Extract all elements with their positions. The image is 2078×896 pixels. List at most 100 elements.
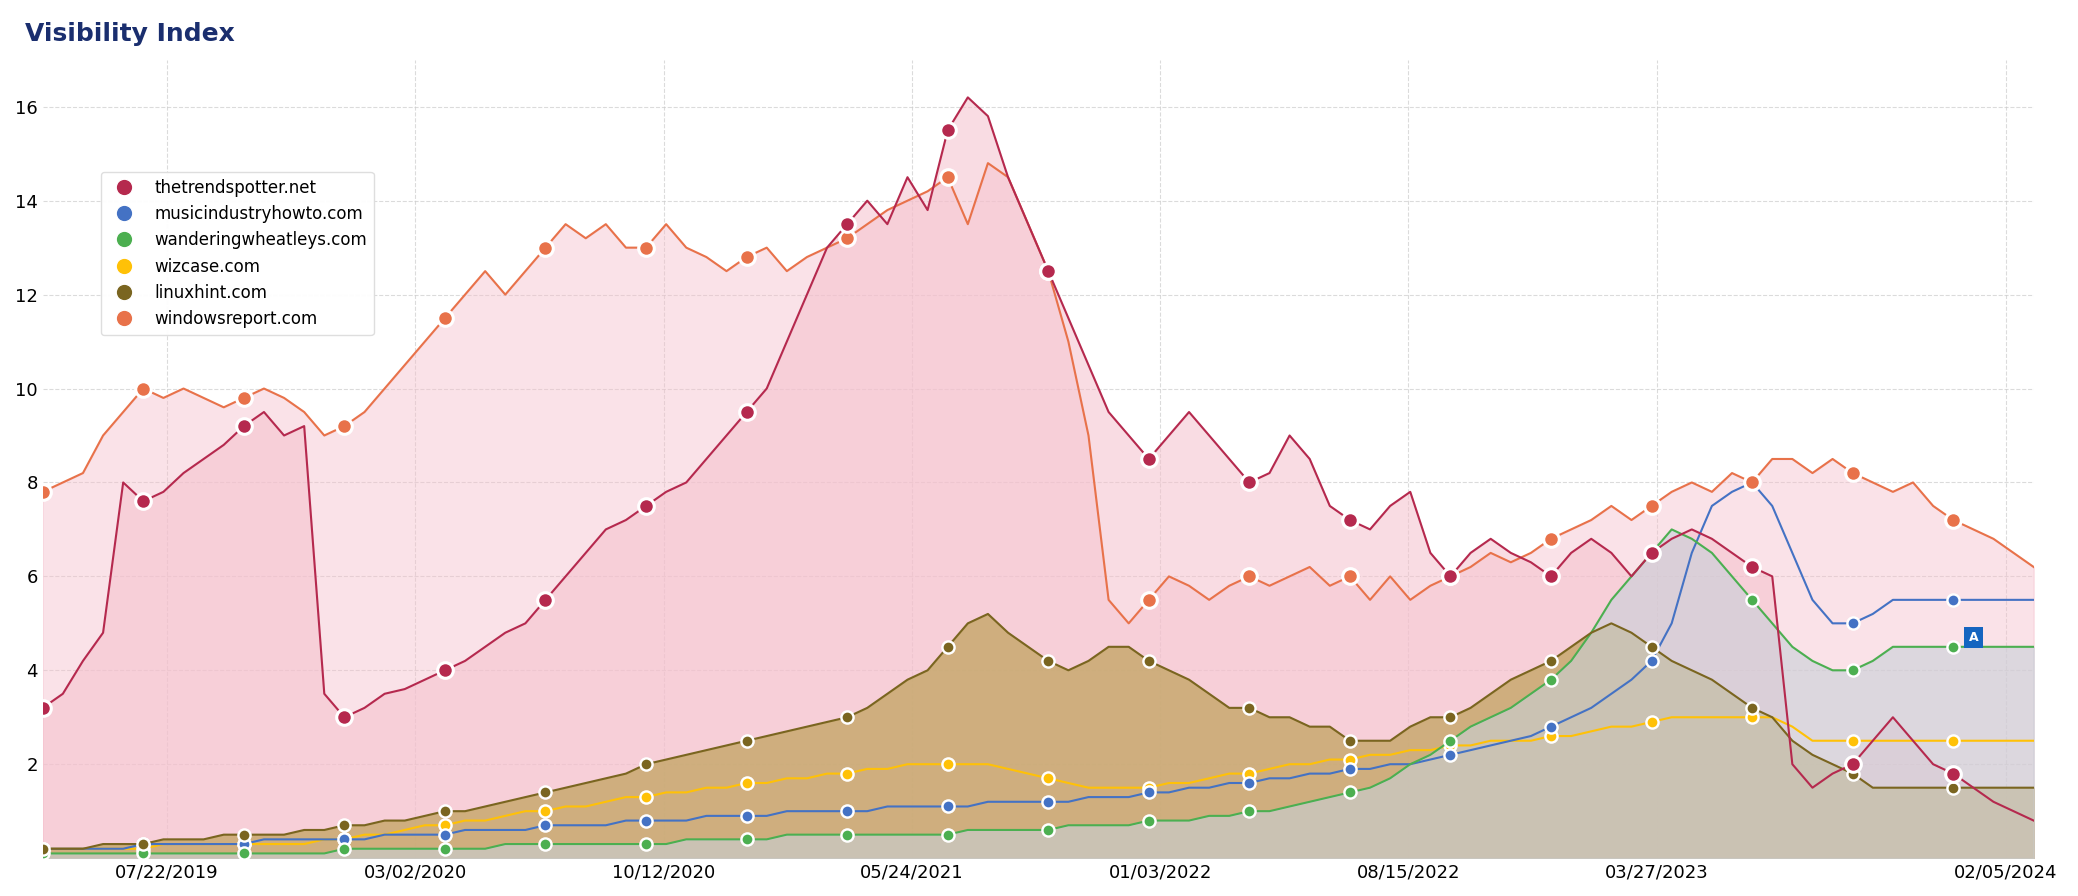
Point [428, 804, 461, 818]
Point [729, 832, 763, 847]
Point [1133, 592, 1166, 607]
Point [831, 217, 864, 231]
Point [328, 841, 362, 856]
Point [1334, 785, 1367, 799]
Point [328, 832, 362, 847]
Point [1937, 734, 1970, 748]
Point [1434, 738, 1467, 753]
Point [1534, 728, 1567, 743]
Point [1133, 452, 1166, 466]
Point [931, 799, 964, 814]
Point [1334, 569, 1367, 583]
Point [931, 757, 964, 771]
Point [1837, 466, 1870, 480]
Point [1937, 766, 1970, 780]
Point [1735, 711, 1768, 725]
Point [630, 837, 663, 851]
Point [27, 841, 60, 856]
Point [227, 837, 260, 851]
Point [1031, 771, 1064, 786]
Point [428, 841, 461, 856]
Point [1334, 734, 1367, 748]
Point [227, 391, 260, 405]
Point [1635, 499, 1669, 513]
Point [530, 818, 563, 832]
Point [1334, 734, 1367, 748]
Point [729, 405, 763, 419]
Point [127, 837, 160, 851]
Point [1735, 475, 1768, 489]
Point [931, 640, 964, 654]
Point [831, 217, 864, 231]
Point [1334, 762, 1367, 776]
Point [1735, 711, 1768, 725]
Point [1837, 766, 1870, 780]
Point [1735, 560, 1768, 574]
Point [1232, 475, 1266, 489]
Point [1031, 654, 1064, 668]
Point [1434, 711, 1467, 725]
Point [227, 828, 260, 842]
Point [630, 790, 663, 805]
Point [428, 841, 461, 856]
Point [729, 809, 763, 823]
Point [530, 785, 563, 799]
Point [1937, 766, 1970, 780]
Point [630, 240, 663, 254]
Point [1837, 616, 1870, 631]
Point [1334, 513, 1367, 527]
Point [831, 766, 864, 780]
Point [630, 837, 663, 851]
Point [831, 804, 864, 818]
Point [328, 711, 362, 725]
Point [1133, 654, 1166, 668]
Point [1434, 569, 1467, 583]
Point [27, 847, 60, 861]
Point [1434, 569, 1467, 583]
Point [27, 841, 60, 856]
Point [328, 832, 362, 847]
Point [1534, 728, 1567, 743]
Point [1534, 719, 1567, 734]
Point [729, 734, 763, 748]
Point [1434, 734, 1467, 748]
Point [1434, 569, 1467, 583]
Point [1334, 513, 1367, 527]
Point [328, 419, 362, 434]
Point [1534, 673, 1567, 687]
Point [931, 640, 964, 654]
Point [1133, 785, 1166, 799]
Point [1232, 804, 1266, 818]
Point [729, 405, 763, 419]
Point [1133, 785, 1166, 799]
Point [328, 832, 362, 847]
Point [127, 382, 160, 396]
Point [831, 711, 864, 725]
Point [630, 757, 663, 771]
Point [428, 663, 461, 677]
Point [530, 804, 563, 818]
Point [127, 847, 160, 861]
Point [1232, 569, 1266, 583]
Point [27, 841, 60, 856]
Point [1434, 711, 1467, 725]
Point [27, 485, 60, 499]
Point [127, 382, 160, 396]
Point [1837, 757, 1870, 771]
Point [530, 240, 563, 254]
Point [227, 847, 260, 861]
Point [1735, 560, 1768, 574]
Point [127, 494, 160, 508]
Point [729, 776, 763, 790]
Point [428, 818, 461, 832]
Point [530, 818, 563, 832]
Point [1635, 654, 1669, 668]
Point [630, 814, 663, 828]
Point [1735, 475, 1768, 489]
Point [530, 240, 563, 254]
Point [1031, 264, 1064, 279]
Point [831, 766, 864, 780]
Point [1837, 734, 1870, 748]
Point [1232, 766, 1266, 780]
Point [931, 123, 964, 137]
